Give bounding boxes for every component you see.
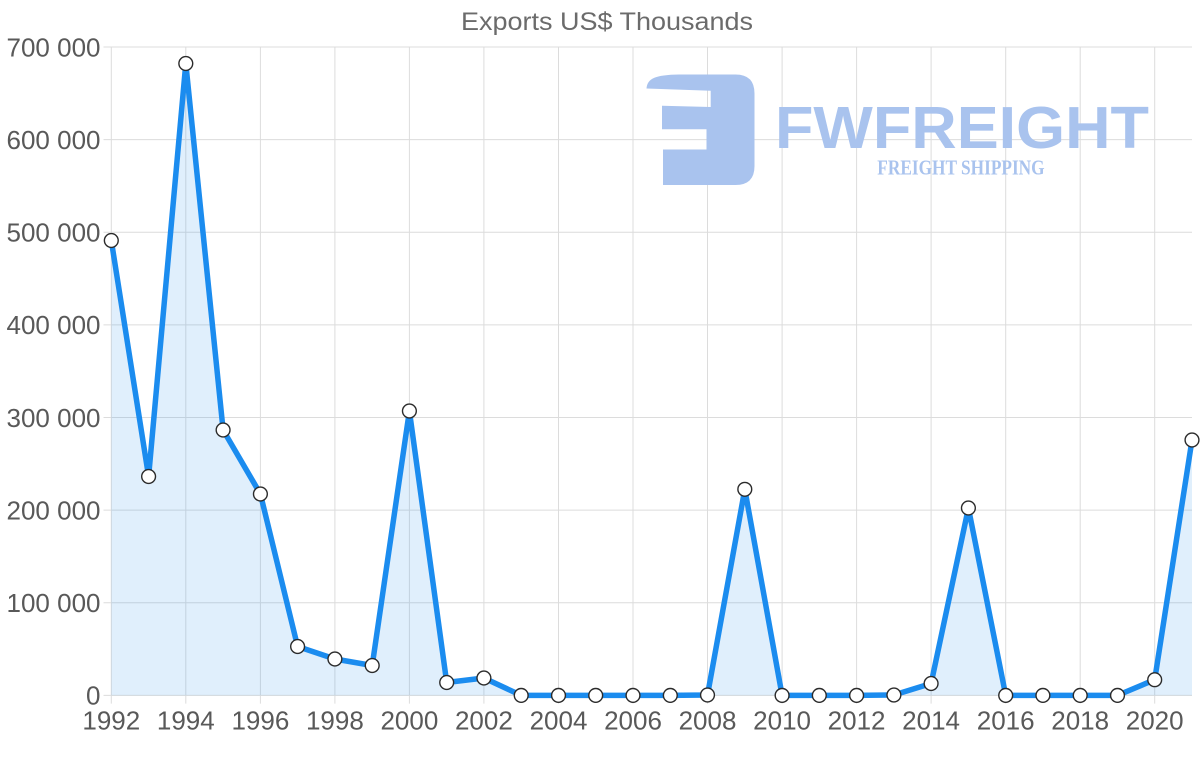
svg-text:100 000: 100 000 [7, 588, 101, 618]
svg-text:2020: 2020 [1126, 706, 1184, 736]
svg-text:2018: 2018 [1051, 706, 1109, 736]
svg-text:1998: 1998 [306, 706, 364, 736]
svg-text:2006: 2006 [604, 706, 662, 736]
svg-text:1996: 1996 [231, 706, 289, 736]
svg-text:300 000: 300 000 [7, 403, 101, 433]
svg-text:0: 0 [86, 681, 100, 711]
svg-text:2010: 2010 [753, 706, 811, 736]
svg-text:500 000: 500 000 [7, 218, 101, 248]
svg-text:2012: 2012 [828, 706, 886, 736]
svg-text:200 000: 200 000 [7, 495, 101, 525]
svg-text:FWFREIGHT: FWFREIGHT [775, 95, 1149, 161]
svg-text:600 000: 600 000 [7, 125, 101, 155]
svg-text:2008: 2008 [679, 706, 737, 736]
svg-text:1994: 1994 [157, 706, 215, 736]
svg-text:2002: 2002 [455, 706, 513, 736]
svg-text:1992: 1992 [82, 706, 140, 736]
svg-text:2016: 2016 [977, 706, 1035, 736]
svg-text:700 000: 700 000 [7, 32, 101, 62]
svg-text:FREIGHT SHIPPING: FREIGHT SHIPPING [877, 156, 1044, 180]
svg-text:2014: 2014 [902, 706, 960, 736]
svg-text:Exports US$ Thousands: Exports US$ Thousands [461, 8, 753, 36]
svg-text:2000: 2000 [380, 706, 438, 736]
svg-text:400 000: 400 000 [7, 310, 101, 340]
svg-text:2004: 2004 [530, 706, 588, 736]
